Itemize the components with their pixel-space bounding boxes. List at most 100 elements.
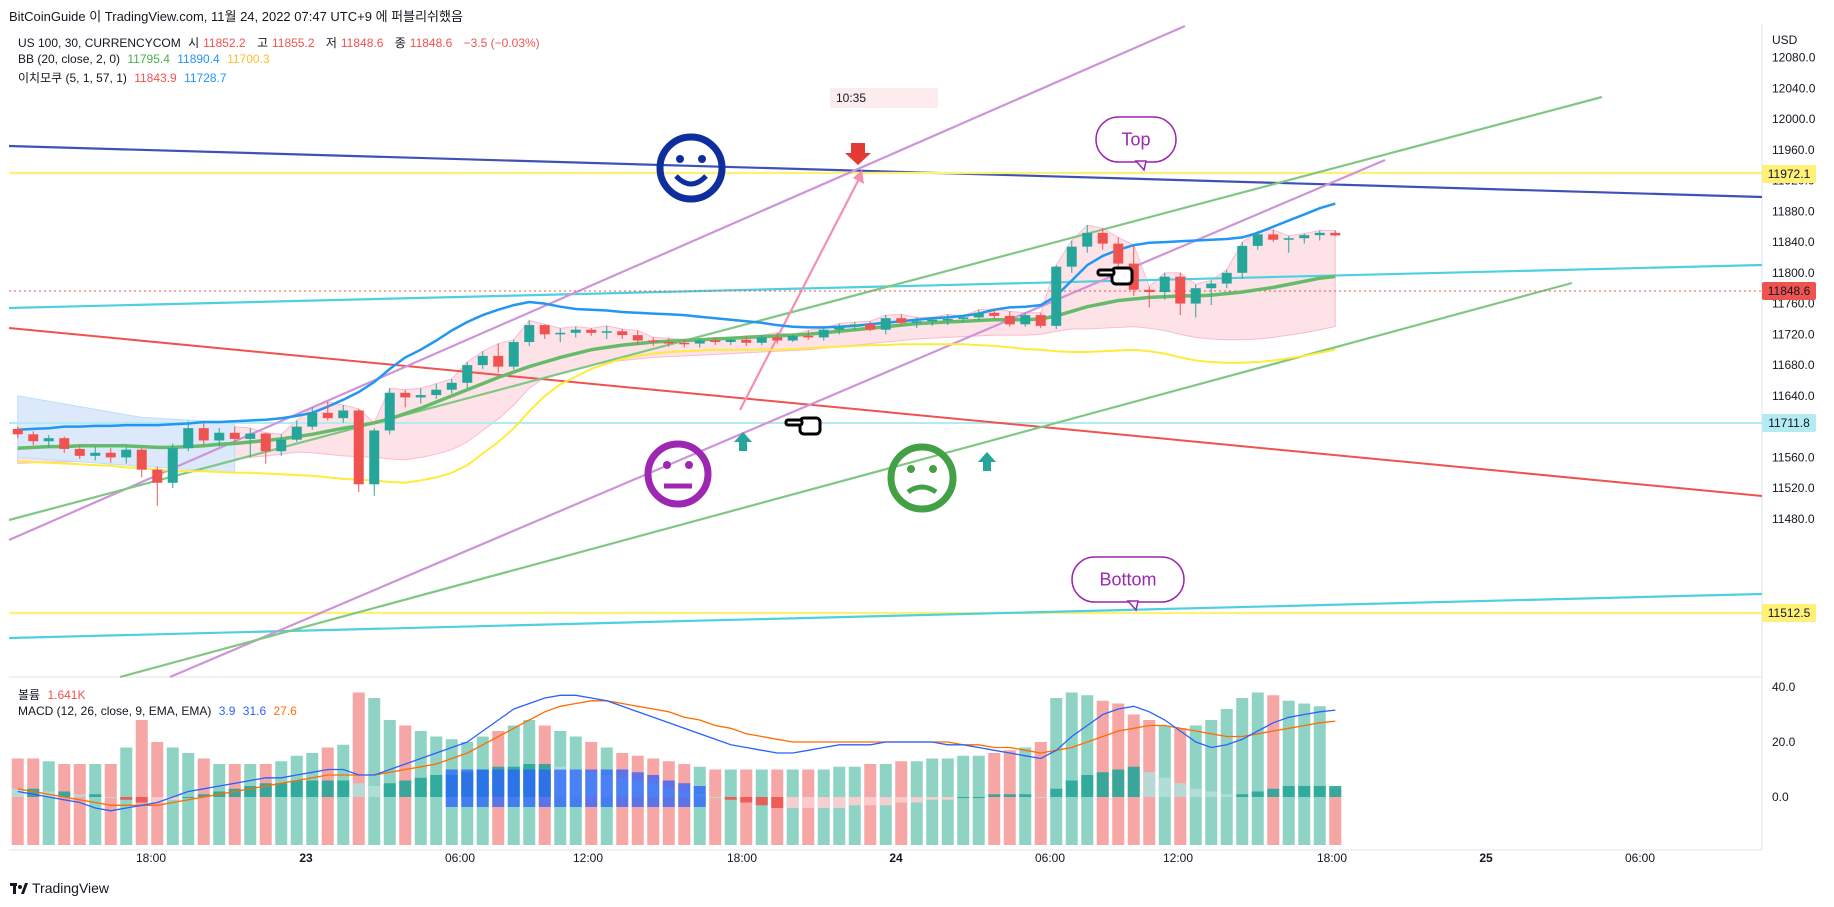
confused-face-icon	[887, 443, 957, 513]
candle-body	[1175, 276, 1186, 304]
candle-body	[1206, 283, 1217, 289]
macd-pane	[11, 694, 1342, 812]
macd-histogram-bar	[755, 797, 768, 806]
volume-bar	[104, 764, 117, 845]
open-label: 시 11852.2	[188, 36, 246, 50]
bb-upper-value: 11890.4	[177, 52, 220, 66]
price-tick: 11800.0	[1772, 266, 1815, 280]
macd-name: MACD (12, 26, close, 9, EMA, EMA)	[18, 704, 212, 718]
volume-bar	[755, 769, 768, 845]
volume-bar	[275, 761, 288, 845]
candle-body	[353, 410, 364, 485]
candle-body	[632, 335, 643, 341]
close-label: 종 11848.6	[394, 36, 453, 50]
candle-body	[989, 312, 1000, 316]
candle-body	[1051, 266, 1062, 326]
happy-face-icon-mouth	[674, 174, 708, 187]
candle-body	[958, 317, 969, 319]
macd-histogram-bar	[1112, 769, 1125, 797]
top-tail	[1134, 160, 1147, 172]
candle-body	[1004, 315, 1015, 325]
tradingview-watermark[interactable]: TradingView	[10, 880, 109, 896]
candle-body	[911, 321, 922, 323]
candle-body	[1097, 232, 1108, 244]
high-label: 고 11855.2	[256, 36, 315, 50]
volume-bar	[988, 753, 1001, 845]
candle-body	[245, 433, 256, 439]
macd-histogram-bar	[120, 797, 133, 800]
pointing-hand-icon-finger	[784, 418, 804, 427]
candle-body	[1314, 232, 1325, 236]
volume-highlight-bar	[492, 769, 505, 807]
volume-bar	[1298, 703, 1311, 845]
macd-histogram-bar	[817, 797, 830, 808]
macd-histogram-bar	[383, 783, 396, 797]
volume-highlight-bar	[693, 786, 706, 807]
macd-histogram-bar	[910, 797, 923, 803]
candle-body	[415, 395, 426, 398]
time-tick: 06:00	[1035, 851, 1065, 865]
volume-bar	[244, 764, 257, 845]
macd-histogram-bar	[228, 788, 241, 797]
macd-value-2: 31.6	[242, 704, 267, 718]
candle-body	[1020, 315, 1031, 325]
candle-body	[136, 449, 147, 470]
candle-body	[942, 318, 953, 321]
mid-price-badge: 11711.8	[1768, 416, 1810, 430]
candle-body	[167, 448, 178, 483]
volume-bar	[213, 764, 226, 845]
price-tick: 11480.0	[1772, 512, 1815, 526]
volume-highlight-bar	[678, 783, 691, 807]
macd-histogram-bar	[833, 797, 846, 808]
bb-basis-value: 11795.4	[127, 52, 170, 66]
volume-bar	[1050, 698, 1063, 845]
candles	[12, 225, 1341, 506]
candle-body	[1268, 234, 1279, 240]
volume-highlight-bar	[554, 769, 567, 807]
macd-value-1: 3.9	[218, 704, 236, 718]
happy-face-icon-eye	[676, 155, 684, 163]
candle-body	[369, 430, 380, 485]
bb-legend: BB (20, close, 2, 0) 11795.4 11890.4 117…	[18, 52, 274, 66]
volume-highlight-bar	[585, 769, 598, 807]
candle-body	[198, 428, 209, 441]
volume-bar	[259, 764, 272, 845]
tradingview-logo-icon	[10, 882, 28, 894]
price-tick: 11880.0	[1772, 204, 1815, 218]
navy-trendline	[8, 144, 1763, 199]
candle-body	[865, 324, 876, 330]
macd-value-3: 27.6	[273, 704, 297, 718]
candle-body	[803, 335, 814, 338]
volume-bar	[724, 769, 737, 845]
candle-body	[539, 325, 550, 335]
price-tick: 11720.0	[1772, 327, 1815, 341]
macd-histogram-bar	[1050, 788, 1063, 797]
volume-bar	[383, 720, 396, 845]
green-channel-upper	[8, 95, 1603, 522]
candle-body	[1128, 263, 1139, 290]
candle-body	[260, 433, 271, 452]
macd-histogram-bar	[58, 791, 71, 797]
volume-bar	[89, 764, 102, 845]
volume-bar	[1189, 725, 1202, 845]
axes: USD12080.012040.012000.011960.011920.011…	[136, 33, 1816, 865]
volume-bar	[197, 758, 210, 845]
green-channel-lower	[119, 281, 1573, 679]
time-tick: 06:00	[445, 851, 475, 865]
macd-histogram-bar	[1313, 786, 1326, 797]
volume-highlight-bar	[600, 769, 613, 807]
macd-histogram-bar	[1143, 772, 1156, 797]
volume-bar	[957, 755, 970, 845]
volume-bar	[368, 698, 381, 845]
candle-body	[307, 412, 318, 427]
candle-body	[1113, 243, 1124, 264]
time-tick: 18:00	[136, 851, 166, 865]
low-label: 저 11848.6	[325, 36, 384, 50]
candle-body	[28, 434, 39, 442]
happy-face-icon	[656, 133, 726, 203]
volume-bar	[1236, 698, 1249, 845]
ichimoku-value-1: 11843.9	[134, 71, 177, 85]
macd-histogram-bar	[73, 794, 86, 797]
volume-highlight-bar	[647, 775, 660, 807]
